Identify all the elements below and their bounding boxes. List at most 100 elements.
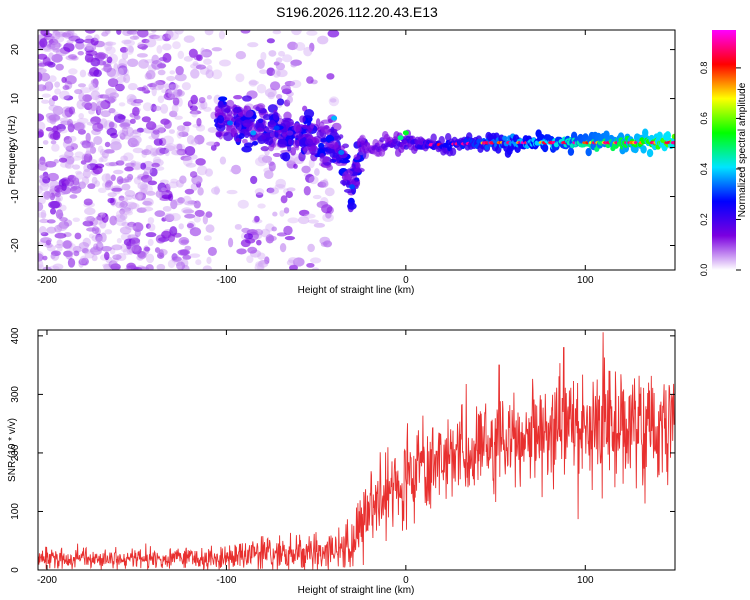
spectrogram-cell xyxy=(102,245,112,252)
spectrogram-cell xyxy=(42,46,53,53)
spectrogram-cell xyxy=(166,75,176,82)
spectrogram-cell xyxy=(38,225,47,235)
spectrogram-cell xyxy=(298,209,310,217)
spectrogram-cell xyxy=(120,155,129,162)
spectrogram-cell xyxy=(190,138,198,146)
spectrogram-cell xyxy=(54,232,67,239)
spectrogram-cell xyxy=(541,143,549,153)
spectrogram-cell xyxy=(45,81,52,92)
spectrogram-cell xyxy=(42,140,49,145)
spectrogram-y-ticks: -20 -10 0 10 20 xyxy=(10,44,675,253)
spectrogram-cell xyxy=(138,266,150,270)
spectrogram-y-label: Frequency (Hz) xyxy=(7,116,18,185)
spectrogram-cell xyxy=(205,69,214,79)
spectrogram-cell xyxy=(50,140,57,145)
spectrogram-cell xyxy=(74,121,86,131)
colorbar-bar xyxy=(712,30,736,270)
spectrogram-cell xyxy=(261,155,273,163)
spectrogram-cell xyxy=(171,256,182,262)
spectrogram-cell xyxy=(69,135,77,142)
spectrogram-cell xyxy=(60,162,69,168)
spectrogram-cell xyxy=(206,95,212,100)
spectrogram-cell xyxy=(51,95,59,102)
spectrogram-x-tick: -200 xyxy=(37,30,57,286)
spectrogram-cell xyxy=(250,175,258,185)
spectrogram-cell xyxy=(616,141,622,147)
spectrogram-cell xyxy=(264,256,270,265)
spectrogram-cell xyxy=(283,225,293,236)
spectrogram-cell xyxy=(242,138,248,144)
spectrogram-cell xyxy=(567,147,575,156)
spectrogram-cell xyxy=(130,118,136,124)
spectrogram-cell xyxy=(283,99,291,107)
spectrogram-cell xyxy=(236,248,247,255)
spectrogram-cell xyxy=(269,81,281,91)
spectrogram-cell xyxy=(247,246,258,254)
spectrogram-cell xyxy=(172,232,182,238)
spectrogram-cell xyxy=(74,232,82,240)
spectrogram-cell xyxy=(108,107,116,114)
spectrogram-cell xyxy=(72,176,79,187)
spectrogram-cell xyxy=(96,100,109,111)
spectrogram-cell xyxy=(276,98,285,106)
spectrogram-cell xyxy=(137,30,149,38)
spectrogram-cell xyxy=(289,264,298,270)
spectrogram-cell xyxy=(124,176,132,183)
spectrogram-cell xyxy=(226,189,238,195)
spectrogram-cell xyxy=(339,159,351,164)
spectrogram-cell xyxy=(191,110,198,118)
spectrogram-cell xyxy=(120,207,132,212)
spectrogram-cell xyxy=(190,94,198,105)
spectrogram-cell xyxy=(107,95,117,103)
spectrogram-cell xyxy=(282,117,292,123)
spectrogram-cell xyxy=(110,141,122,151)
spectrogram-x-tick-label: 0 xyxy=(403,275,409,286)
snr-y-tick-label: 0 xyxy=(10,567,21,573)
snr-y-tick: 0 xyxy=(10,567,675,573)
spectrogram-cell xyxy=(225,127,231,133)
spectrogram-cell xyxy=(330,126,335,133)
spectrogram-cell xyxy=(233,107,243,113)
snr-x-tick-label: 100 xyxy=(577,575,594,586)
spectrogram-cell xyxy=(116,30,122,35)
spectrogram-cell xyxy=(260,228,271,238)
spectrogram-cell xyxy=(91,254,98,262)
spectrogram-cell xyxy=(298,216,310,225)
spectrogram-cell xyxy=(272,69,281,78)
spectrogram-cell xyxy=(43,32,53,38)
figure-title: S196.2026.112.20.43.E13 xyxy=(276,4,438,20)
spectrogram-cell xyxy=(213,141,220,147)
spectrogram-cell xyxy=(38,251,44,261)
spectrogram-cell xyxy=(307,219,319,224)
spectrogram-cell xyxy=(84,30,96,34)
spectrogram-cell xyxy=(324,187,335,197)
spectrogram-cell xyxy=(55,209,64,220)
spectrogram-cell xyxy=(56,239,63,246)
spectrogram-cell xyxy=(303,109,315,119)
spectrogram-cell xyxy=(263,154,269,164)
spectrogram-cell xyxy=(206,64,213,72)
spectrogram-cell xyxy=(183,56,194,62)
spectrogram-cell xyxy=(248,79,258,87)
spectrogram-cell xyxy=(243,233,254,240)
spectrogram-cell xyxy=(269,131,275,138)
spectrogram-cell xyxy=(204,30,214,36)
spectrogram-cell xyxy=(585,147,592,157)
spectrogram-cell xyxy=(294,132,300,139)
spectrogram-cell xyxy=(237,199,249,209)
spectrogram-cell xyxy=(156,248,168,256)
snr-y-tick-label: 100 xyxy=(10,503,21,520)
spectrogram-cell xyxy=(40,237,52,244)
spectrogram-cell xyxy=(145,232,157,238)
spectrogram-cell xyxy=(153,138,163,146)
spectrogram-cell xyxy=(148,223,156,232)
spectrogram-cell xyxy=(72,164,81,170)
spectrogram-cell xyxy=(129,131,142,138)
spectrogram-cell xyxy=(138,59,150,69)
spectrogram-cell xyxy=(141,116,151,123)
spectrogram-cell xyxy=(48,114,61,121)
spectrogram-cell xyxy=(307,243,315,253)
spectrogram-cell xyxy=(38,84,47,92)
spectrogram-cell xyxy=(38,212,47,218)
spectrogram-cell xyxy=(353,154,361,161)
